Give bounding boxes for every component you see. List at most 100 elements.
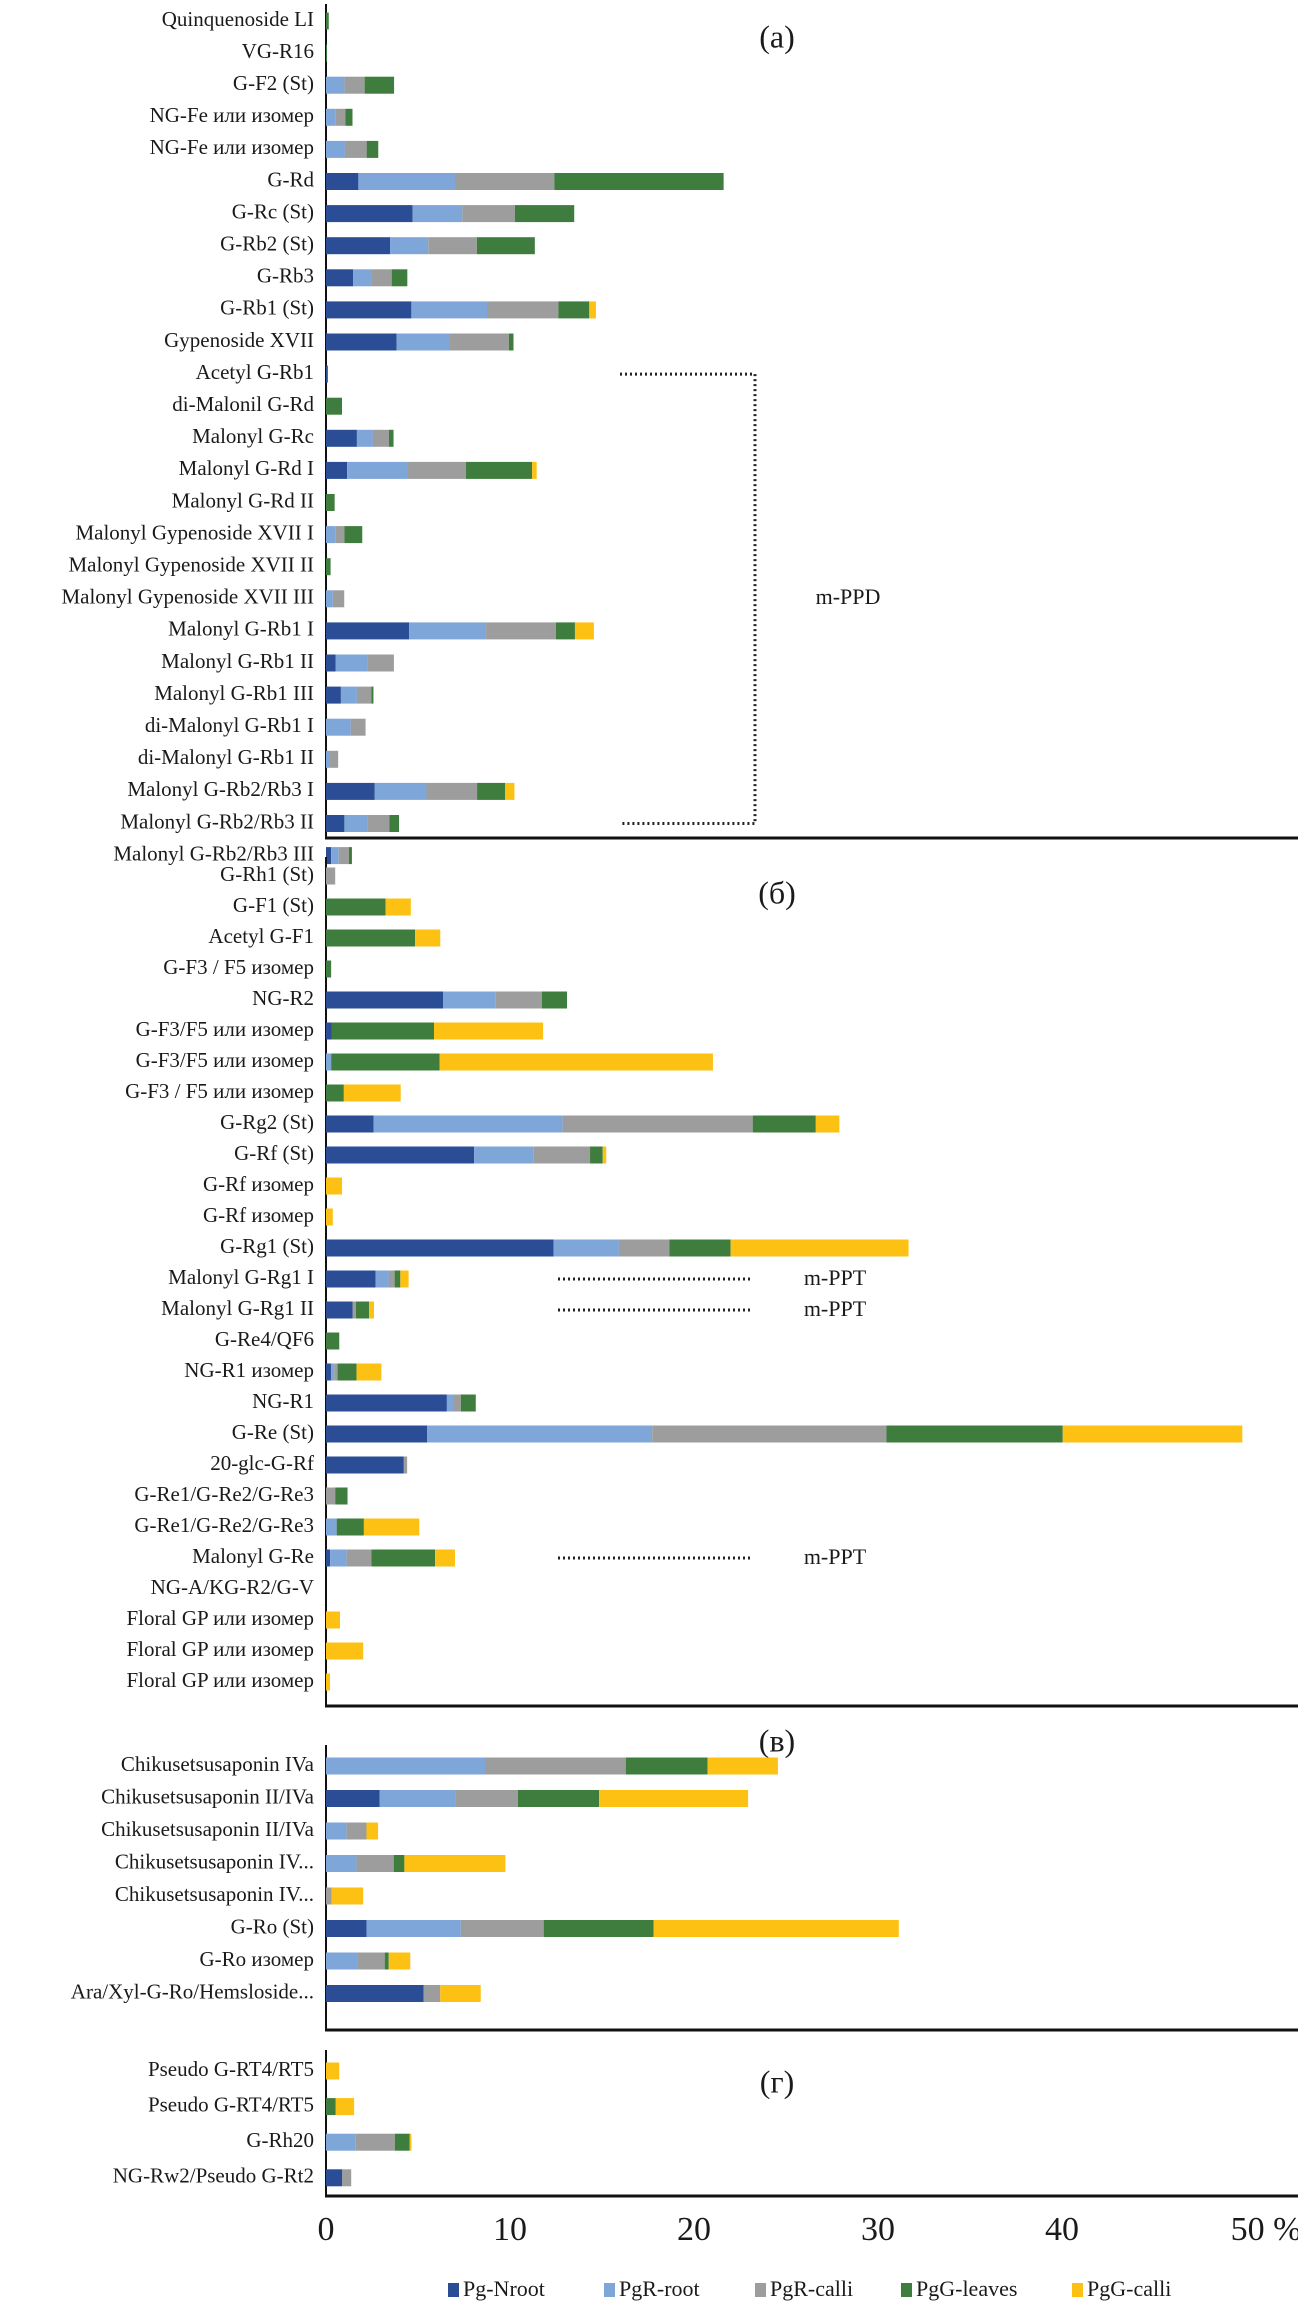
bar-segment-pgr-calli xyxy=(562,1115,753,1133)
bar-segment-pgg-leaves xyxy=(336,1518,364,1536)
category-label: Malonyl G-Rb2/Rb3 III xyxy=(113,841,314,865)
bar-segment-pgr-calli xyxy=(487,301,559,319)
bar-segment-pgg-calli xyxy=(326,1611,340,1629)
bar-segment-pgg-leaves xyxy=(337,1363,357,1381)
m-ppd-bracket xyxy=(620,372,757,825)
bar-segment-pgr-root xyxy=(326,1518,337,1536)
bar-segment-pgr-root xyxy=(330,1549,347,1567)
category-label: NG-R1 изомер xyxy=(184,1358,314,1382)
bar-segment-pgg-leaves xyxy=(752,1115,816,1133)
bar-segment-pgg-leaves xyxy=(371,686,374,704)
category-label: Malonyl G-Rd I xyxy=(179,456,314,480)
category-label: Malonyl G-Rb1 II xyxy=(161,649,314,673)
bar-segment-pgg-calli xyxy=(599,1790,749,1807)
category-label: Malonyl G-Rb2/Rb3 I xyxy=(127,777,314,801)
bar-segment-pgg-leaves xyxy=(326,397,343,415)
bar-segment-pgr-calli xyxy=(344,76,365,94)
bar-segment-pg-nroot xyxy=(326,1146,475,1164)
bar-row: Floral GP или изомер xyxy=(126,1606,340,1630)
bar-segment-pgg-calli xyxy=(434,1022,544,1040)
bar-segment-pgr-root xyxy=(344,815,368,832)
bar-segment-pgg-calli xyxy=(730,1239,909,1257)
bar-row: NG-A/KG-R2/G-V xyxy=(151,1575,314,1599)
bar-row: Malonyl G-Rd II xyxy=(172,488,335,512)
bar-segment-pgg-leaves xyxy=(326,2098,336,2116)
category-label: G-Rh1 (St) xyxy=(220,862,314,886)
bar-segment-pgr-root xyxy=(379,1790,456,1807)
bar-segment-pgg-calli xyxy=(815,1115,840,1133)
bar-segment-pg-nroot xyxy=(326,1920,367,1937)
category-label: Acetyl G-Rb1 xyxy=(196,360,314,384)
bar-row: Malonyl G-Rg1 II xyxy=(161,1296,375,1320)
bar-segment-pgg-leaves xyxy=(541,991,568,1009)
bar-row: Quinquenoside LI xyxy=(162,7,329,31)
bar-segment-pg-nroot xyxy=(326,333,397,351)
bar-segment-pgr-root xyxy=(411,301,487,319)
bar-row: Acetyl G-Rb1 xyxy=(196,360,328,384)
bar-segment-pgg-leaves xyxy=(556,622,575,640)
bar-segment-pgg-leaves xyxy=(460,1394,476,1412)
bar-segment-pgg-calli xyxy=(335,2098,355,2116)
bar-segment-pg-nroot xyxy=(326,1270,376,1288)
bar-segment-pgr-calli xyxy=(346,1549,372,1567)
bar-segment-pgr-calli xyxy=(338,847,349,865)
bar-row: Gypenoside XVII xyxy=(164,328,514,352)
bar-segment-pgr-calli xyxy=(533,1146,591,1164)
legend-label: PgR-calli xyxy=(770,2276,853,2301)
bar-segment-pgg-leaves xyxy=(345,108,353,126)
bar-segment-pgg-leaves xyxy=(326,44,327,62)
bar-row: Pseudo G-RT4/RT5 xyxy=(148,2092,355,2116)
bar-segment-pgr-root xyxy=(335,654,368,672)
category-label: Malonyl G-Rb1 I xyxy=(168,617,314,641)
bar-row: Malonyl G-Rg1 I xyxy=(168,1265,409,1289)
category-label: G-F3 / F5 или изомер xyxy=(125,1079,314,1103)
bar-segment-pgr-calli xyxy=(484,1757,626,1775)
bar-segment-pgr-root xyxy=(330,1363,335,1381)
bar-segment-pgg-calli xyxy=(331,1887,364,1905)
bar-row: Malonyl G-Rb2/Rb3 I xyxy=(127,777,515,801)
category-label: NG-R2 xyxy=(252,986,314,1010)
category-label: G-F3 / F5 изомер xyxy=(163,955,314,979)
category-label: Chikusetsusaponin II/IVa xyxy=(101,1784,315,1808)
legend-swatch xyxy=(901,2283,912,2297)
bar-row: G-Rc (St) xyxy=(232,199,575,223)
bar-row: Malonyl G-Rb2/Rb3 III xyxy=(113,841,352,865)
bar-segment-pgg-leaves xyxy=(388,429,394,447)
bar-row: Chikusetsusaponin II/IVa xyxy=(101,1784,749,1808)
legend-item: PgR-calli xyxy=(755,2276,853,2301)
panel-label: (б) xyxy=(758,874,796,910)
bar-segment-pgr-calli xyxy=(486,622,556,640)
category-label: Malonyl G-Rd II xyxy=(172,488,314,512)
bar-segment-pg-nroot xyxy=(326,1115,374,1133)
bar-segment-pgr-calli xyxy=(356,686,372,704)
bar-segment-pgr-root xyxy=(366,1920,461,1937)
bar-segment-pg-nroot xyxy=(326,1549,331,1567)
bar-segment-pgg-calli xyxy=(602,1146,607,1164)
category-label: di-Malonyl G-Rb1 I xyxy=(145,713,314,737)
bar-segment-pgr-calli xyxy=(371,269,392,287)
category-label: G-Rh20 xyxy=(246,2128,314,2152)
bar-segment-pgg-leaves xyxy=(384,1952,389,1970)
bar-segment-pgr-calli xyxy=(407,461,467,479)
bar-segment-pgg-leaves xyxy=(326,558,331,576)
x-axis: 0 10 20 30 40 50 % xyxy=(318,2211,1298,2248)
bar-segment-pgr-calli xyxy=(423,1985,441,2002)
bar-segment-pgr-root xyxy=(326,108,336,126)
bar-row: G-Rb2 (St) xyxy=(220,232,535,256)
category-label: Chikusetsusaponin II/IVa xyxy=(101,1817,315,1841)
bar-segment-pg-nroot xyxy=(326,1425,428,1443)
bar-row: Malonyl Gypenoside XVII I xyxy=(75,520,363,544)
bar-segment-pgr-calli xyxy=(326,1887,332,1905)
category-label: G-Rf (St) xyxy=(234,1141,314,1165)
bar-row: G-Rf (St) xyxy=(234,1141,607,1165)
legend-item: PgG-leaves xyxy=(901,2276,1017,2301)
category-label: G-Re1/G-Re2/G-Re3 xyxy=(134,1513,314,1537)
bar-segment-pgr-root xyxy=(326,590,333,608)
category-label: Chikusetsusaponin IVa xyxy=(121,1752,315,1776)
category-label: Ara/Xyl-G-Ro/Hemsloside... xyxy=(71,1979,314,2003)
bar-segment-pgr-root xyxy=(353,269,372,287)
panel-4: (г) Pseudo G-RT4/RT5 Pseudo G-RT4/RT5 G-Rh2… xyxy=(113,2050,1298,2198)
category-label: G-F1 (St) xyxy=(233,893,314,917)
category-label: G-F3/F5 или изомер xyxy=(136,1048,314,1072)
bar-segment-pg-nroot xyxy=(326,1301,353,1319)
